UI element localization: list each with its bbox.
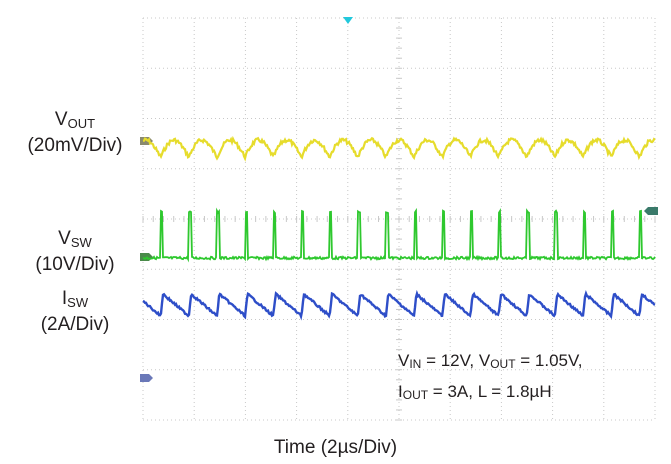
isw-trace: [142, 289, 656, 321]
x-axis-label: Time (2µs/Div): [273, 437, 398, 458]
scope-graticule: [142, 17, 656, 421]
waveform-traces: [142, 135, 656, 321]
vout-label: VOUT (20mV/Div): [27, 109, 123, 156]
trigger-level-marker: [644, 207, 658, 215]
vout-trace: [142, 135, 656, 162]
trigger-position-marker: [343, 17, 353, 24]
isw-label: ISW (2A/Div): [40, 288, 110, 335]
vsw-trace: [142, 207, 656, 263]
channel-marker-isw: [140, 374, 153, 382]
test-conditions-line-1: VIN = 12V, VOUT = 1.05V,: [398, 351, 583, 371]
vsw-label: VSW (10V/Div): [35, 228, 115, 275]
test-conditions-note: VIN = 12V, VOUT = 1.05V, IOUT = 3A, L = …: [398, 347, 583, 409]
test-conditions-line-2: IOUT = 3A, L = 1.8µH: [398, 382, 552, 402]
